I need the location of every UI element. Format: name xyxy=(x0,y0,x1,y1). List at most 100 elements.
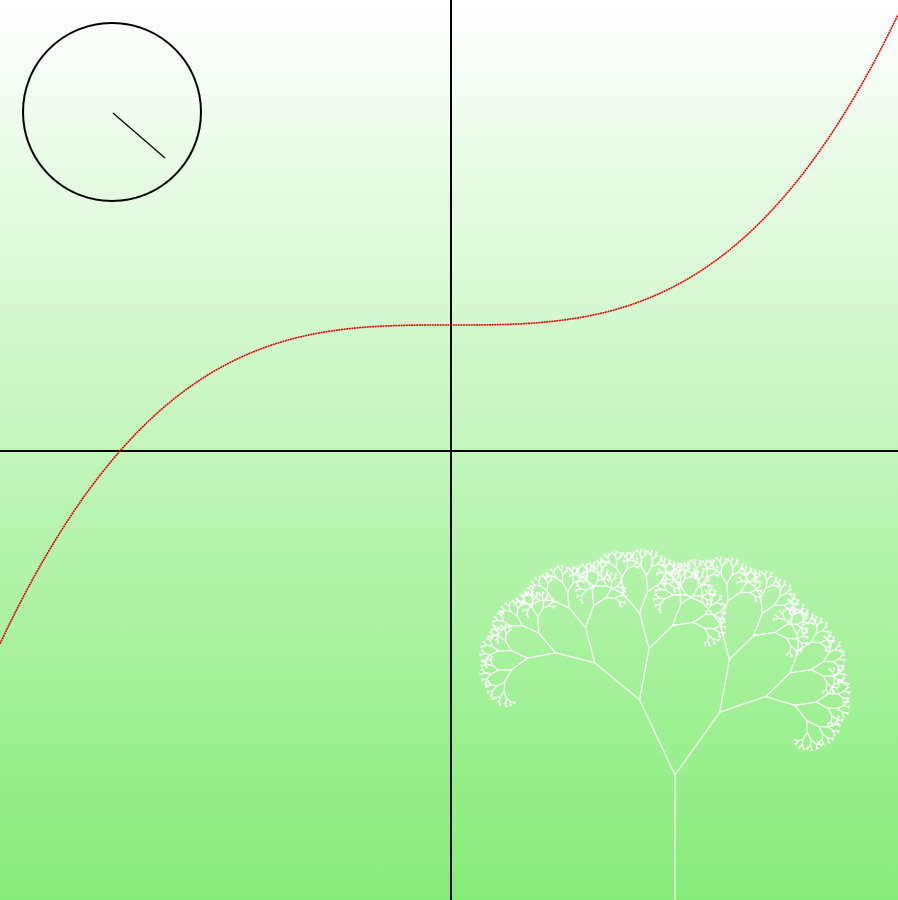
tree-branch xyxy=(688,567,692,570)
tree-branch xyxy=(796,603,800,605)
tree-branch xyxy=(825,625,829,628)
tree-branch xyxy=(483,682,487,685)
tree-branch xyxy=(800,612,804,619)
tree-branch xyxy=(610,572,613,575)
tree-branch xyxy=(599,564,603,570)
tree-branch xyxy=(820,617,823,621)
tree-branch xyxy=(826,737,830,742)
tree-branch xyxy=(503,628,507,635)
tree-branch xyxy=(713,593,718,596)
tree-branch xyxy=(632,562,637,567)
tree-branch xyxy=(838,658,844,661)
tree-branch xyxy=(754,586,762,598)
tree-branch xyxy=(805,627,809,631)
tree-branch xyxy=(793,594,797,597)
tree-branch xyxy=(796,634,800,651)
tree-branch xyxy=(789,593,793,597)
tree-branch xyxy=(765,584,773,589)
tree-branch xyxy=(526,616,529,619)
tree-branch xyxy=(572,575,575,584)
tree-branch xyxy=(561,574,564,583)
tree-branch xyxy=(796,624,803,635)
tree-branch xyxy=(766,576,771,581)
tree-branch xyxy=(801,617,804,626)
tree-branch xyxy=(843,673,846,677)
tree-branch xyxy=(622,593,641,614)
tree-branch xyxy=(496,695,501,699)
tree-branch xyxy=(712,638,715,643)
tree-branch xyxy=(828,720,832,724)
tree-branch xyxy=(673,579,681,586)
tree-branch xyxy=(841,668,845,671)
tree-branch xyxy=(693,560,697,564)
tree-branch xyxy=(775,615,780,619)
tree-branch xyxy=(780,584,785,590)
tree-branch xyxy=(546,590,554,601)
tree-branch xyxy=(713,625,721,630)
tree-branch xyxy=(576,594,579,597)
tree-branch xyxy=(490,628,494,631)
tree-branch xyxy=(687,561,691,564)
tree-branch xyxy=(590,568,594,571)
tree-branch xyxy=(794,649,798,654)
tree-branch xyxy=(758,596,761,600)
tree-branch xyxy=(806,609,810,612)
tree-branch xyxy=(832,640,836,643)
tree-branch xyxy=(719,603,723,607)
tree-branch xyxy=(664,594,674,600)
tree-branch xyxy=(731,567,734,576)
tree-branch xyxy=(842,700,845,704)
tree-branch xyxy=(680,573,685,578)
tree-branch xyxy=(677,587,680,591)
tree-branch xyxy=(811,614,815,617)
tree-branch xyxy=(843,705,848,708)
tree-branch xyxy=(686,563,689,567)
tree-branch xyxy=(722,621,726,624)
tree-branch xyxy=(638,591,649,614)
tree-branch xyxy=(496,681,505,687)
tree-branch xyxy=(784,618,792,625)
tree-branch xyxy=(719,561,723,567)
tree-branch xyxy=(515,603,519,610)
tree-branch xyxy=(655,554,659,557)
tree-branch xyxy=(660,588,667,592)
tree-branch xyxy=(788,588,793,591)
tree-branch xyxy=(521,594,525,597)
tree-branch xyxy=(755,572,758,575)
tree-branch xyxy=(789,645,792,652)
tree-branch xyxy=(789,585,792,588)
tree-branch xyxy=(579,574,588,581)
tree-branch xyxy=(706,579,710,582)
tree-branch xyxy=(707,644,710,647)
tree-branch xyxy=(480,644,484,647)
tree-branch xyxy=(482,669,486,674)
tree-branch xyxy=(765,570,769,574)
tree-branch xyxy=(595,566,599,570)
tree-branch xyxy=(709,598,712,606)
tree-branch xyxy=(492,633,495,637)
tree-branch xyxy=(692,613,706,623)
tree-branch xyxy=(658,611,661,614)
tree-branch xyxy=(739,578,744,582)
tree-branch xyxy=(483,642,488,646)
tree-branch xyxy=(823,652,830,662)
tree-branch xyxy=(745,576,749,583)
tree-branch xyxy=(600,569,603,577)
tree-branch xyxy=(594,662,641,701)
tree-branch xyxy=(667,578,674,581)
tree-branch xyxy=(592,566,596,572)
tree-branch xyxy=(721,562,726,568)
tree-branch xyxy=(674,572,678,576)
tree-branch xyxy=(483,677,488,681)
tree-branch xyxy=(524,612,528,616)
tree-branch xyxy=(516,608,519,616)
tree-branch xyxy=(761,604,775,614)
tree-branch xyxy=(490,636,494,640)
tree-branch xyxy=(485,685,488,688)
tree-branch xyxy=(801,738,804,745)
tree-branch xyxy=(505,640,512,652)
tree-branch xyxy=(828,645,831,653)
tree-branch xyxy=(541,593,544,597)
tree-branch xyxy=(808,621,813,624)
tree-branch xyxy=(616,582,621,588)
